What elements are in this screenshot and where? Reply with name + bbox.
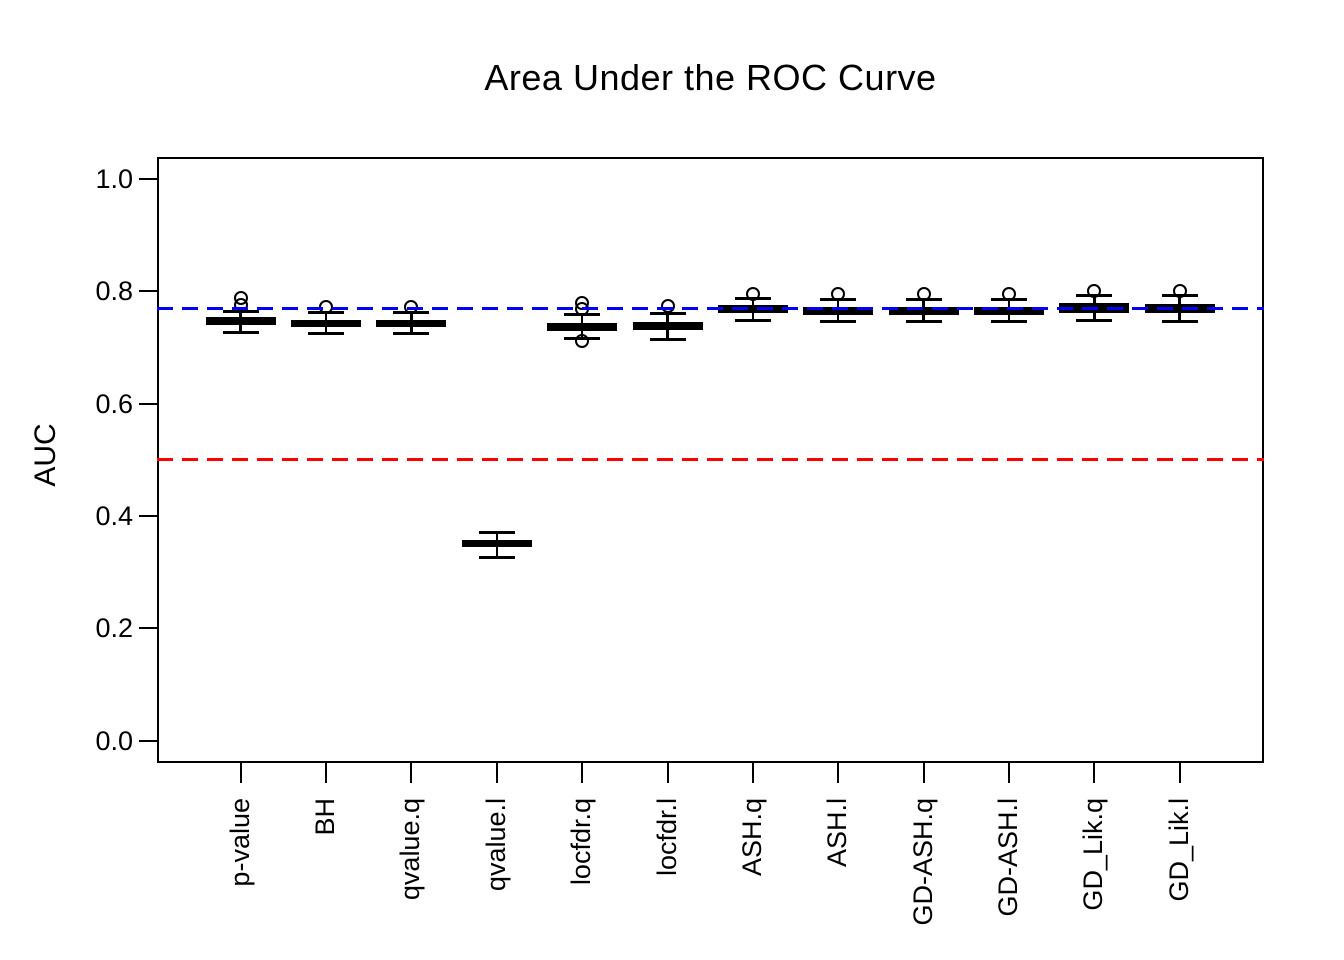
lower-whisker-cap <box>478 556 515 560</box>
y-axis-tick <box>139 515 157 518</box>
outlier-circle <box>233 297 248 312</box>
outlier-circle <box>319 299 334 314</box>
x-axis-tick-label-locfdr-l: locfdr.l <box>651 798 682 877</box>
iqr-box <box>888 306 959 316</box>
lower-whisker-cap <box>308 331 345 335</box>
outlier-circle <box>916 286 931 301</box>
x-axis-tick-label-ash-l: ASH.l <box>822 798 853 868</box>
iqr-box <box>376 319 447 327</box>
chart-title: Area Under the ROC Curve <box>484 57 937 98</box>
y-axis-tick <box>139 739 157 742</box>
outlier-circle <box>404 299 419 314</box>
outlier-circle <box>1172 284 1187 299</box>
x-axis-tick <box>1093 763 1096 783</box>
x-axis-tick-label-qvalue-q: qvalue.q <box>395 798 426 901</box>
y-axis-label: AUC <box>29 423 62 487</box>
upper-whisker-cap <box>478 530 515 534</box>
x-axis-tick <box>666 763 669 783</box>
x-axis-tick-label-gd-lik-l: GD_Lik.l <box>1163 798 1194 902</box>
x-axis-tick <box>922 763 925 783</box>
x-axis-tick <box>581 763 584 783</box>
x-axis-tick-label-qvalue-l: qvalue.l <box>480 798 511 892</box>
y-axis-tick-label: 0.0 <box>95 725 133 756</box>
lower-whisker-cap <box>734 318 771 322</box>
x-axis-tick-label-bh: BH <box>310 798 341 836</box>
upper-whisker-cap <box>649 311 686 315</box>
y-axis-tick-label: 0.2 <box>95 613 133 644</box>
x-axis-tick <box>495 763 498 783</box>
x-axis-tick-label-locfdr-q: locfdr.q <box>566 798 597 886</box>
lower-whisker-cap <box>1076 318 1113 322</box>
outlier-circle <box>575 333 590 348</box>
x-axis-tick <box>1007 763 1010 783</box>
iqr-box <box>205 316 276 326</box>
iqr-box <box>632 322 703 331</box>
x-axis-tick <box>410 763 413 783</box>
x-axis-tick <box>751 763 754 783</box>
outlier-circle <box>1001 287 1016 302</box>
iqr-box <box>803 307 874 316</box>
lower-whisker-cap <box>820 320 857 324</box>
y-axis-tick-label: 1.0 <box>95 164 133 195</box>
x-axis-tick-label-gd-ash-q: GD-ASH.q <box>907 798 938 926</box>
iqr-box <box>461 539 532 548</box>
x-axis-tick <box>239 763 242 783</box>
lower-whisker-cap <box>649 337 686 341</box>
x-axis-tick-label-ash-q: ASH.q <box>736 798 767 877</box>
iqr-box <box>291 320 362 327</box>
x-axis-tick <box>325 763 328 783</box>
iqr-box <box>547 322 618 331</box>
x-axis-tick-label-p-value: p-value <box>224 798 255 887</box>
y-axis-tick-label: 0.8 <box>95 276 133 307</box>
lower-whisker-cap <box>393 331 430 335</box>
lower-whisker-cap <box>990 319 1027 323</box>
x-axis-tick-label-gd-ash-l: GD-ASH.l <box>992 798 1023 917</box>
y-axis-tick-label: 0.6 <box>95 388 133 419</box>
y-axis-tick <box>139 627 157 630</box>
x-axis-tick-label-gd-lik-q: GD_Lik.q <box>1078 798 1109 911</box>
red-dashed-reference-line <box>157 458 1264 462</box>
outlier-circle <box>745 287 760 302</box>
x-axis-tick <box>837 763 840 783</box>
y-axis-tick <box>139 402 157 405</box>
outlier-circle <box>660 299 675 314</box>
outlier-circle <box>831 287 846 302</box>
y-axis-tick <box>139 290 157 293</box>
lower-whisker-cap <box>1161 320 1198 324</box>
iqr-box <box>973 306 1044 316</box>
outlier-circle <box>1087 283 1102 298</box>
lower-whisker-cap <box>905 320 942 324</box>
y-axis-tick <box>139 178 157 181</box>
lower-whisker-cap <box>222 330 259 334</box>
blue-dashed-reference-line <box>157 306 1264 310</box>
y-axis-tick-label: 0.4 <box>95 501 133 532</box>
x-axis-tick <box>1178 763 1181 783</box>
